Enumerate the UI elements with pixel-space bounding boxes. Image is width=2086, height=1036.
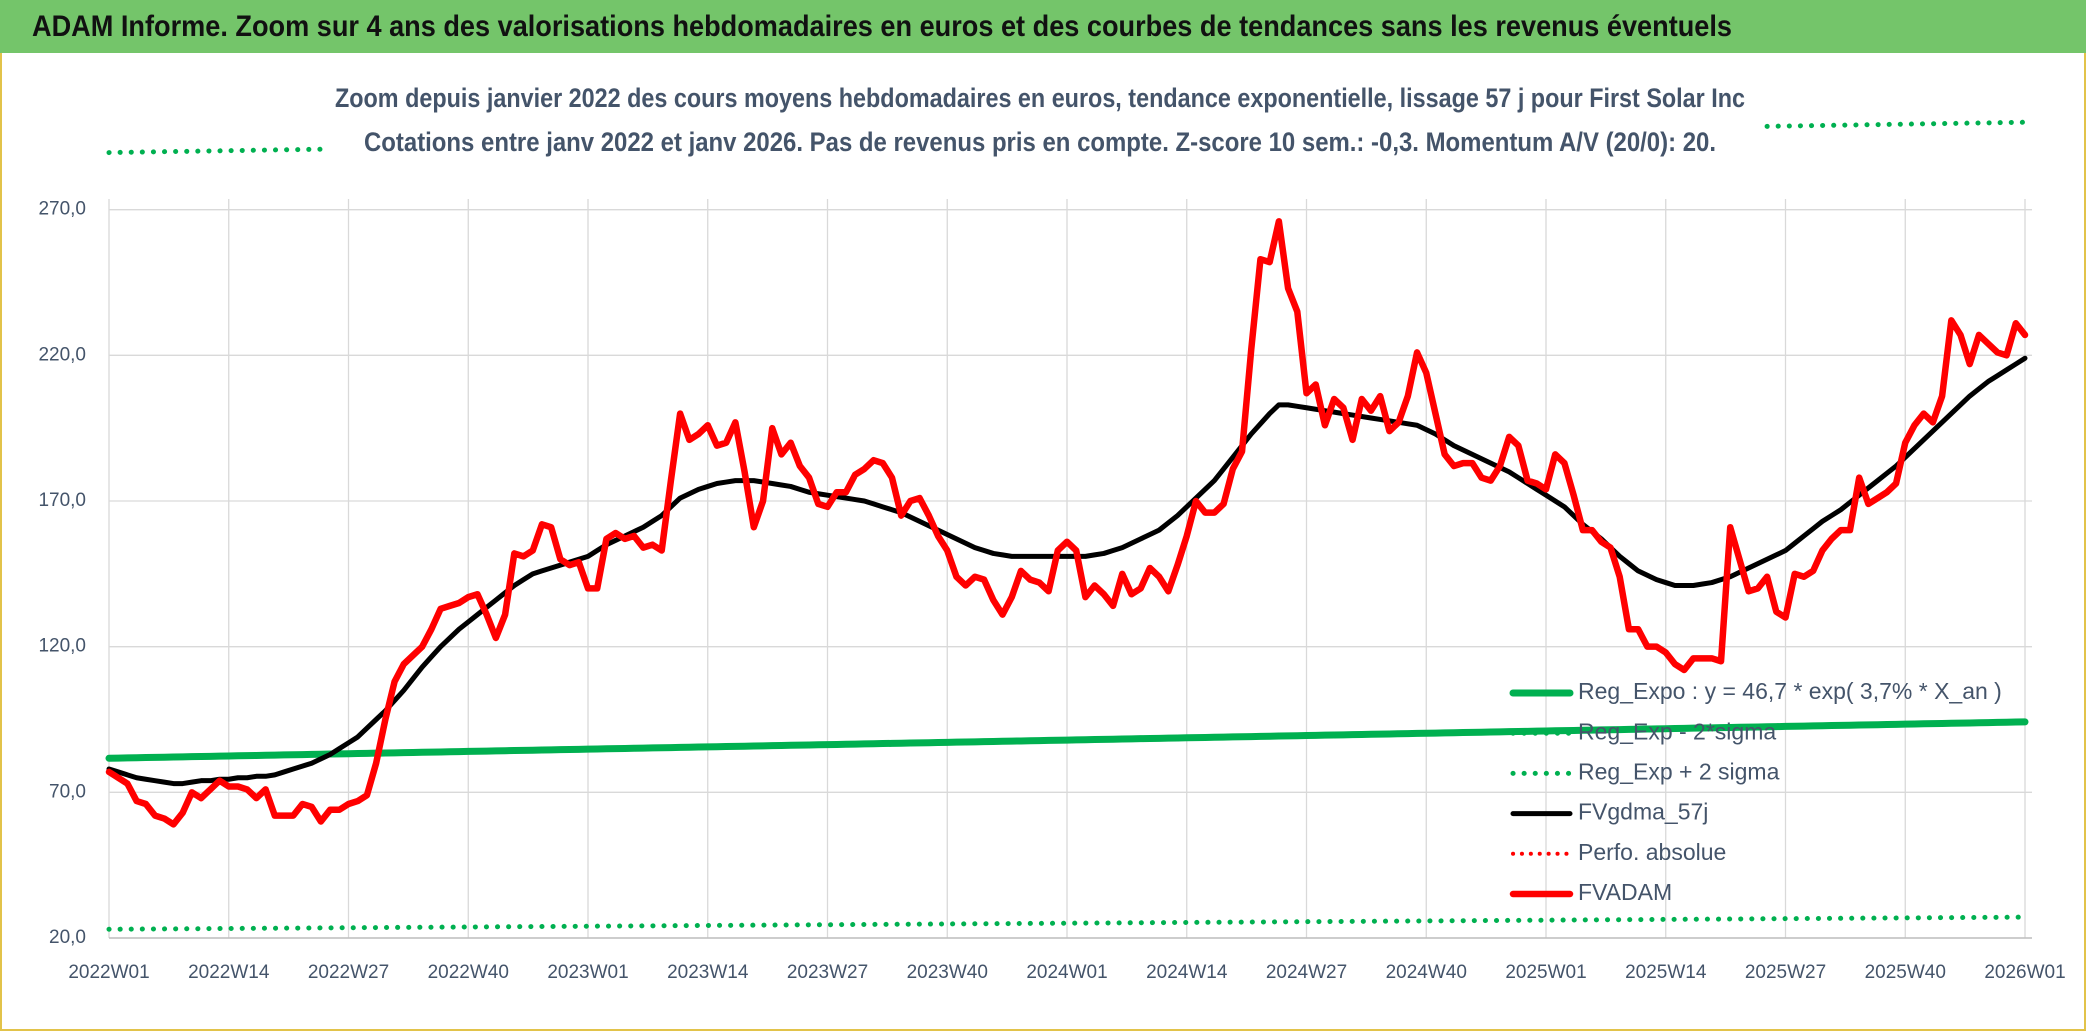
series-line (105, 218, 2029, 828)
x-tick-label: 2025W14 (1625, 962, 1707, 983)
series-line (106, 355, 2028, 787)
legend-label: FVADAM (1578, 879, 1672, 905)
y-tick-label: 220,0 (38, 344, 86, 365)
x-tick-label: 2022W01 (68, 962, 149, 983)
subtitle-box (326, 73, 1756, 167)
series-line (106, 914, 2028, 932)
x-tick-label: 2023W40 (907, 962, 988, 983)
series-line (1764, 119, 2028, 129)
x-tick-label: 2025W01 (1505, 962, 1586, 983)
y-tick-label: 170,0 (38, 490, 86, 511)
legend-label: Reg_Exp - 2*sigma (1578, 718, 1776, 744)
x-tick-label: 2023W14 (667, 962, 749, 983)
subtitle-line: Zoom depuis janvier 2022 des cours moyen… (335, 83, 1745, 113)
x-tick-label: 2022W40 (428, 962, 509, 983)
y-tick-label: 70,0 (49, 781, 86, 802)
x-tick-label: 2024W01 (1026, 962, 1107, 983)
legend-label: Perfo. absolue (1578, 839, 1726, 865)
banner (0, 0, 2086, 53)
x-tick-label: 2025W40 (1865, 962, 1946, 983)
x-tick-label: 2026W01 (1984, 962, 2065, 983)
legend-label: FVgdma_57j (1578, 799, 1708, 825)
x-tick-label: 2025W27 (1745, 962, 1826, 983)
x-tick-label: 2023W01 (547, 962, 628, 983)
x-tick-label: 2023W27 (787, 962, 868, 983)
y-tick-label: 120,0 (38, 636, 86, 657)
y-tick-label: 20,0 (49, 927, 86, 948)
x-tick-label: 2024W40 (1386, 962, 1467, 983)
legend: Reg_Expo : y = 46,7 * exp( 3,7% * X_an )… (1509, 678, 2002, 905)
x-tick-label: 2022W27 (308, 962, 389, 983)
x-tick-label: 2024W14 (1146, 962, 1228, 983)
series-line (106, 146, 324, 156)
y-tick-label: 270,0 (38, 199, 86, 220)
legend-label: Reg_Exp + 2 sigma (1578, 758, 1780, 784)
series-line (105, 718, 2029, 762)
banner-title: ADAM Informe. Zoom sur 4 ans des valoris… (32, 10, 1732, 43)
subtitle-line: Cotations entre janv 2022 et janv 2026. … (364, 127, 1716, 157)
x-tick-label: 2024W27 (1266, 962, 1347, 983)
legend-label: Reg_Expo : y = 46,7 * exp( 3,7% * X_an ) (1578, 678, 2002, 704)
x-tick-label: 2022W14 (188, 962, 270, 983)
plot-area: 20,0 70,0 120,0 170,0 220,0 270,0 2022W01 2022W… (38, 119, 2066, 983)
